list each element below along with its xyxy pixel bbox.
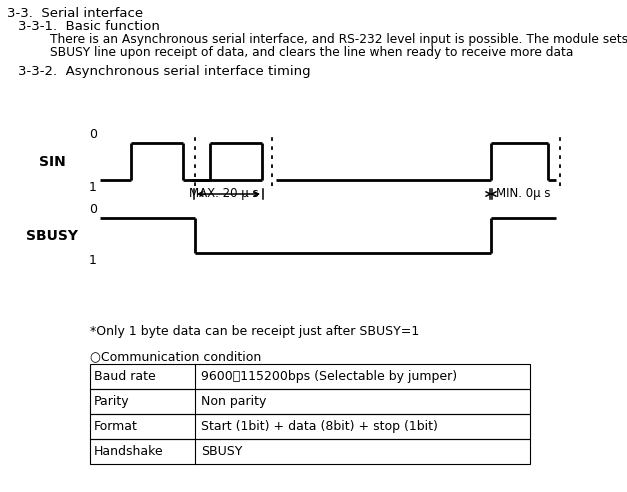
Text: 9600～115200bps (Selectable by jumper): 9600～115200bps (Selectable by jumper) xyxy=(201,370,457,383)
Text: SIN: SIN xyxy=(39,154,65,168)
Text: Start (1bit) + data (8bit) + stop (1bit): Start (1bit) + data (8bit) + stop (1bit) xyxy=(201,420,438,433)
Text: 1: 1 xyxy=(89,181,97,194)
Text: ○Communication condition: ○Communication condition xyxy=(90,350,261,363)
Text: Format: Format xyxy=(94,420,138,433)
Text: 0: 0 xyxy=(89,128,97,141)
Bar xyxy=(90,389,530,414)
Text: Non parity: Non parity xyxy=(201,395,266,408)
Bar xyxy=(90,414,530,439)
Text: *Only 1 byte data can be receipt just after SBUSY=1: *Only 1 byte data can be receipt just af… xyxy=(90,325,419,338)
Text: Baud rate: Baud rate xyxy=(94,370,155,383)
Text: SBUSY: SBUSY xyxy=(26,228,78,243)
Bar xyxy=(90,364,530,389)
Text: Handshake: Handshake xyxy=(94,445,164,458)
Text: There is an Asynchronous serial interface, and RS-232 level input is possible. T: There is an Asynchronous serial interfac… xyxy=(50,33,627,46)
Text: MAX. 20 μ s: MAX. 20 μ s xyxy=(189,186,259,199)
Text: MIN. 0μ s: MIN. 0μ s xyxy=(496,186,551,199)
Bar xyxy=(90,439,530,464)
Text: 3-3-2.  Asynchronous serial interface timing: 3-3-2. Asynchronous serial interface tim… xyxy=(18,65,310,78)
Text: 1: 1 xyxy=(89,254,97,267)
Text: SBUSY line upon receipt of data, and clears the line when ready to receive more : SBUSY line upon receipt of data, and cle… xyxy=(50,46,573,59)
Text: 0: 0 xyxy=(89,203,97,216)
Text: SBUSY: SBUSY xyxy=(201,445,243,458)
Text: 3-3-1.  Basic function: 3-3-1. Basic function xyxy=(18,20,160,33)
Text: Parity: Parity xyxy=(94,395,130,408)
Text: 3-3.  Serial interface: 3-3. Serial interface xyxy=(7,7,143,20)
